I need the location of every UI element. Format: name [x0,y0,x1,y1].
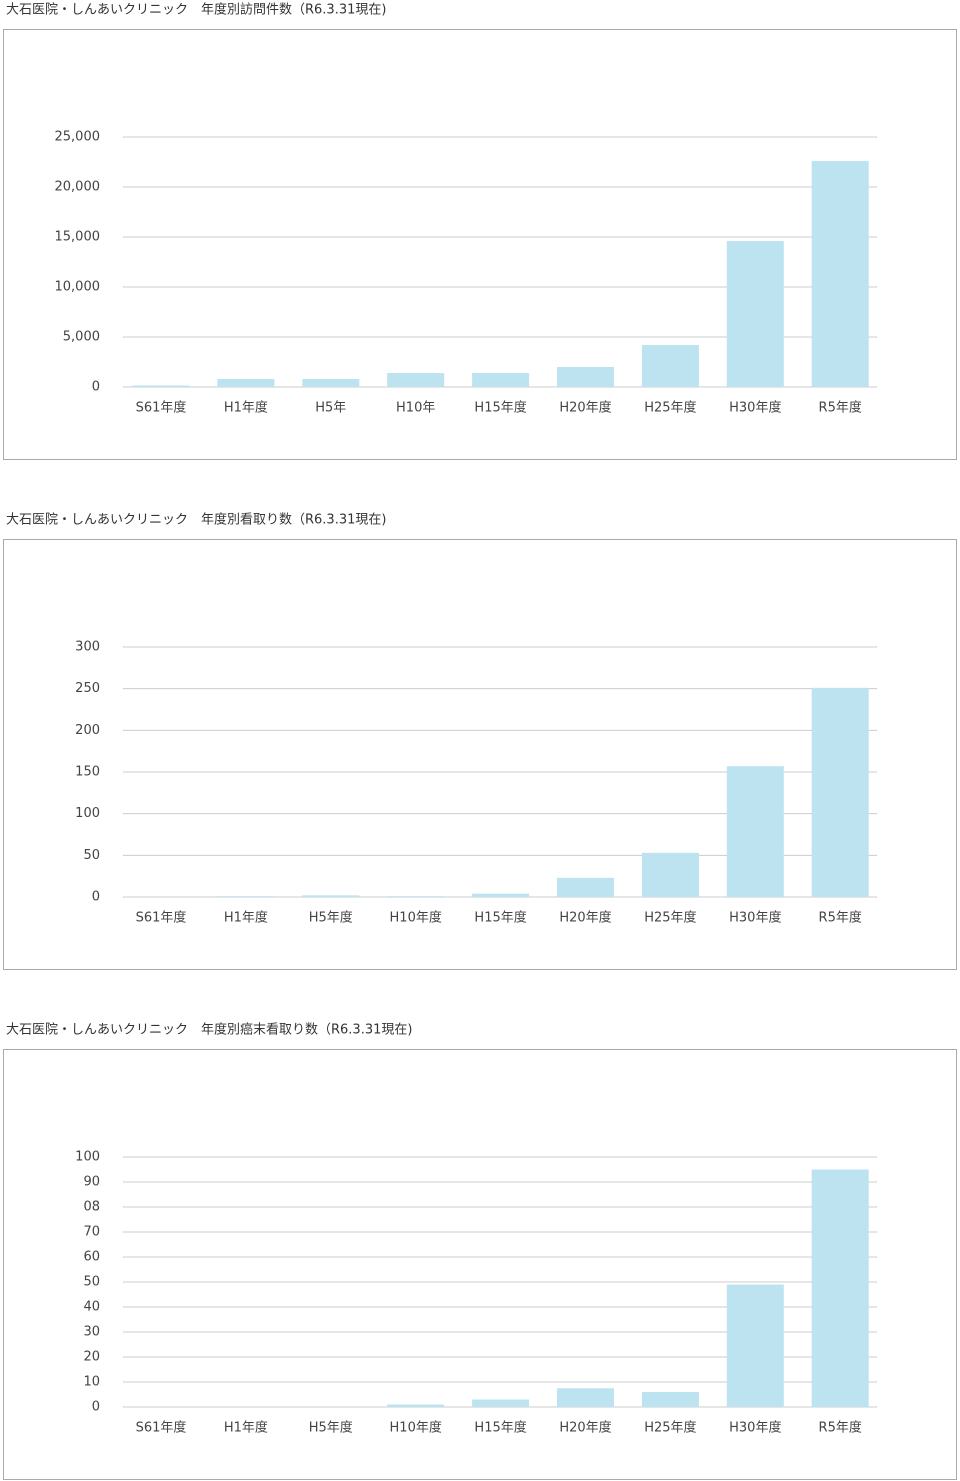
y-tick-label: 100 [75,806,100,821]
y-tick-label: 20 [83,1350,100,1365]
chart-frame [3,1049,957,1480]
y-tick-label: 40 [83,1300,100,1315]
y-tick-label: 60 [83,1250,100,1265]
bar [472,373,530,387]
y-tick-label: 30 [83,1325,100,1340]
y-tick-label: 15,000 [55,230,101,245]
bar [811,161,869,387]
bar [811,687,869,897]
bar [641,345,699,387]
chart-title: 大石医院・しんあいクリニック 年度別看取り数（R6.3.31現在) [6,512,386,528]
bar [641,852,699,897]
x-tick-label: H5年 [315,401,346,416]
x-tick-label: H5年度 [309,910,353,926]
y-tick-label: 0 [92,890,100,905]
bar [557,367,614,387]
x-tick-label: H15年度 [474,1420,526,1436]
x-tick-label: H10年度 [390,910,442,926]
x-tick-label: H1年度 [224,400,268,416]
chart-frame [3,29,957,460]
x-tick-label: H5年度 [309,1420,353,1436]
x-tick-label: H30年度 [729,400,781,416]
y-tick-label: 250 [75,681,100,696]
x-tick-label: H30年度 [729,1420,781,1436]
x-tick-label: S61年度 [136,910,187,926]
bar [557,1388,614,1407]
y-tick-label: 10 [83,1375,100,1390]
x-tick-label: H1年度 [224,910,268,926]
x-tick-label: S61年度 [136,400,187,416]
x-tick-label: H25年度 [644,910,696,926]
bar [387,1404,445,1407]
bar [302,379,360,387]
x-tick-label: R5年度 [819,400,862,416]
chart-frame [3,539,957,970]
x-tick-label: H20年度 [559,1420,611,1436]
y-tick-label: 50 [83,1275,100,1290]
bar [217,896,275,897]
y-tick-label: 5,000 [63,330,100,345]
bar [726,766,784,897]
x-tick-label: R5年度 [819,910,862,926]
x-tick-label: R5年度 [819,1420,862,1436]
x-tick-label: H20年度 [559,400,611,416]
bar [387,896,445,897]
bar [472,1399,530,1407]
x-tick-label: H15年度 [474,910,526,926]
x-tick-label: S61年度 [136,1420,187,1436]
y-tick-label: 200 [75,723,100,738]
y-tick-label: 20,000 [55,180,101,195]
bar [472,893,530,897]
bar [557,877,614,897]
bar [217,379,275,387]
bar [132,385,190,387]
y-tick-label: 0 [92,380,100,395]
y-tick-label: 10,000 [55,280,101,295]
y-tick-label: 90 [83,1175,100,1190]
x-tick-label: H10年 [396,401,435,416]
x-tick-label: H25年度 [644,400,696,416]
y-tick-label: 100 [75,1150,100,1165]
y-tick-label: 150 [75,765,100,780]
bar [302,895,360,897]
y-tick-label: 300 [75,640,100,655]
y-tick-label: 0 [92,1400,100,1415]
x-tick-label: H1年度 [224,1420,268,1436]
x-tick-label: H20年度 [559,910,611,926]
bar [811,1169,869,1407]
bar [387,373,445,387]
bar [726,1284,784,1407]
chart-title: 大石医院・しんあいクリニック 年度別訪問件数（R6.3.31現在) [6,2,386,18]
chart-title: 大石医院・しんあいクリニック 年度別癌末看取り数（R6.3.31現在) [6,1022,412,1038]
y-tick-label: 50 [83,848,100,863]
x-tick-label: H25年度 [644,1420,696,1436]
x-tick-label: H15年度 [474,400,526,416]
y-tick-label: 08 [83,1200,100,1215]
bar [641,1392,699,1407]
y-tick-label: 25,000 [55,130,101,145]
bar [726,241,784,387]
x-tick-label: H30年度 [729,910,781,926]
x-tick-label: H10年度 [390,1420,442,1436]
y-tick-label: 70 [83,1225,100,1240]
